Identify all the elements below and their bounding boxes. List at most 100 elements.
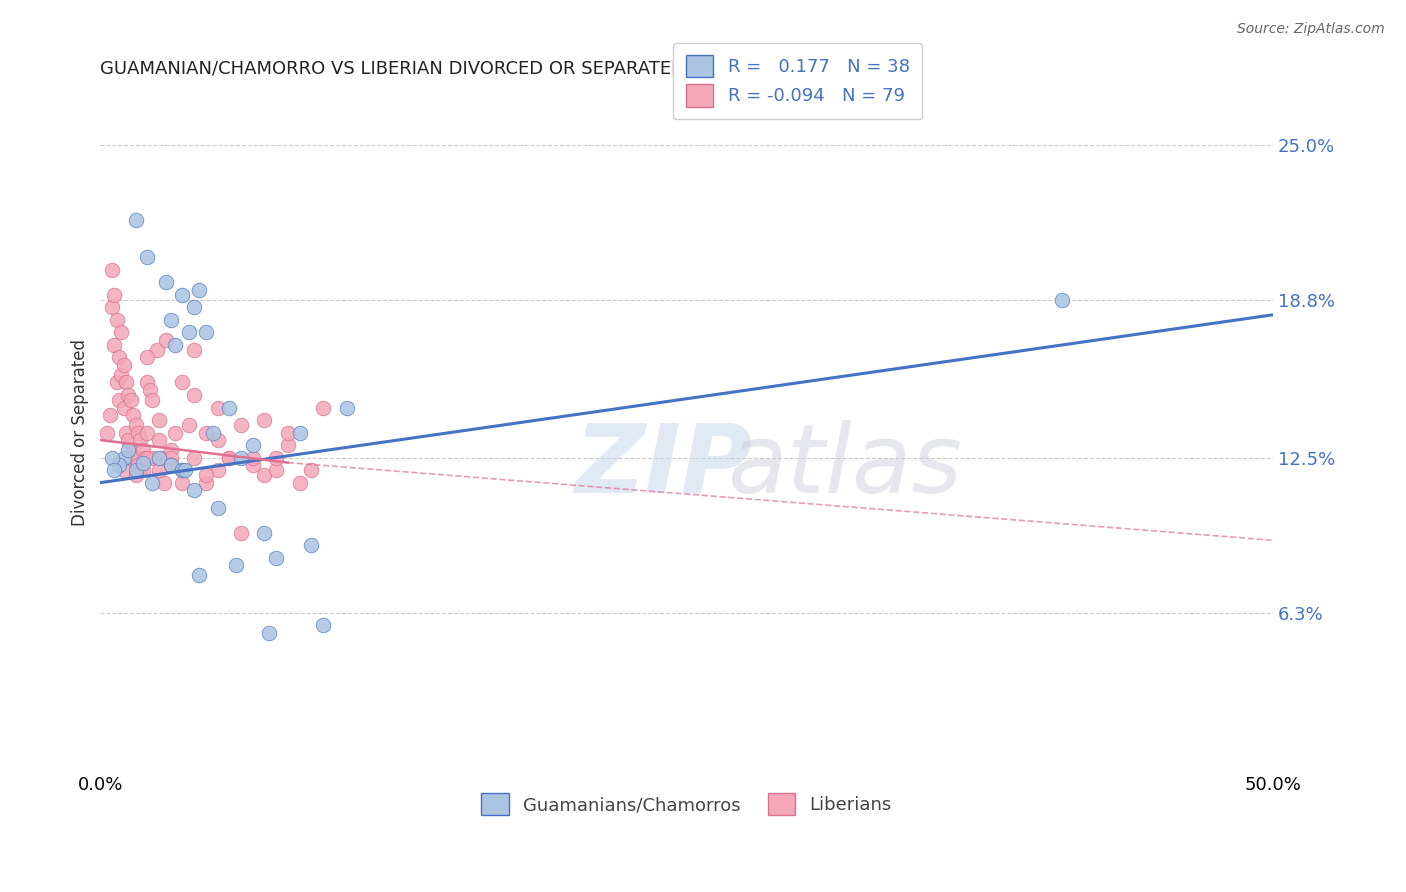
Point bbox=[201, 425, 224, 440]
Point bbox=[136, 425, 159, 440]
Point bbox=[257, 626, 280, 640]
Point bbox=[117, 388, 139, 402]
Point bbox=[172, 376, 194, 390]
Point bbox=[172, 463, 194, 477]
Point bbox=[218, 401, 240, 415]
Point bbox=[124, 463, 146, 477]
Point bbox=[112, 358, 135, 372]
Point bbox=[277, 425, 299, 440]
Point bbox=[129, 433, 152, 447]
Point bbox=[117, 443, 139, 458]
Point bbox=[179, 418, 201, 433]
Point bbox=[108, 392, 131, 407]
Point bbox=[148, 433, 170, 447]
Point bbox=[159, 458, 181, 472]
Point bbox=[131, 463, 153, 477]
Point bbox=[155, 275, 177, 289]
Point bbox=[131, 456, 153, 470]
Point bbox=[264, 550, 287, 565]
Point bbox=[299, 463, 322, 477]
Point bbox=[187, 283, 209, 297]
Point bbox=[96, 425, 118, 440]
Text: atlas: atlas bbox=[727, 420, 962, 513]
Point bbox=[264, 463, 287, 477]
Point bbox=[122, 443, 145, 458]
Point bbox=[299, 538, 322, 552]
Point bbox=[110, 368, 132, 382]
Point bbox=[105, 376, 128, 390]
Point bbox=[229, 525, 252, 540]
Point bbox=[183, 388, 205, 402]
Point bbox=[335, 401, 357, 415]
Point bbox=[159, 313, 181, 327]
Point bbox=[183, 301, 205, 315]
Point bbox=[136, 450, 159, 465]
Point bbox=[127, 458, 149, 472]
Point bbox=[207, 500, 229, 515]
Point bbox=[148, 450, 170, 465]
Point bbox=[141, 475, 163, 490]
Point bbox=[172, 463, 194, 477]
Point bbox=[159, 443, 181, 458]
Point bbox=[159, 450, 181, 465]
Point bbox=[183, 343, 205, 357]
Point bbox=[242, 450, 264, 465]
Point bbox=[218, 450, 240, 465]
Point bbox=[124, 450, 146, 465]
Point bbox=[179, 326, 201, 340]
Point bbox=[108, 351, 131, 365]
Point bbox=[136, 250, 159, 264]
Point bbox=[225, 558, 247, 573]
Point bbox=[242, 458, 264, 472]
Point bbox=[253, 525, 276, 540]
Point bbox=[229, 418, 252, 433]
Point bbox=[172, 475, 194, 490]
Point bbox=[312, 401, 335, 415]
Point bbox=[187, 568, 209, 582]
Point bbox=[288, 475, 311, 490]
Y-axis label: Divorced or Separated: Divorced or Separated bbox=[72, 339, 89, 526]
Point bbox=[122, 408, 145, 422]
Point bbox=[194, 468, 217, 483]
Point bbox=[148, 463, 170, 477]
Point bbox=[103, 463, 125, 477]
Point bbox=[129, 463, 152, 477]
Point bbox=[112, 401, 135, 415]
Point bbox=[165, 338, 187, 352]
Point bbox=[136, 376, 159, 390]
Point bbox=[207, 463, 229, 477]
Point bbox=[124, 418, 146, 433]
Point bbox=[253, 468, 276, 483]
Point bbox=[117, 433, 139, 447]
Point bbox=[134, 450, 156, 465]
Point bbox=[124, 212, 146, 227]
Point bbox=[101, 450, 124, 465]
Point bbox=[103, 288, 125, 302]
Point bbox=[152, 475, 174, 490]
Point bbox=[110, 326, 132, 340]
Point bbox=[115, 425, 138, 440]
Point bbox=[312, 618, 335, 632]
Point bbox=[101, 262, 124, 277]
Point bbox=[173, 463, 195, 477]
Point bbox=[183, 483, 205, 498]
Point bbox=[165, 425, 187, 440]
Point bbox=[194, 425, 217, 440]
Point bbox=[131, 443, 153, 458]
Text: ZIP: ZIP bbox=[574, 420, 752, 513]
Text: GUAMANIAN/CHAMORRO VS LIBERIAN DIVORCED OR SEPARATED CORRELATION CHART: GUAMANIAN/CHAMORRO VS LIBERIAN DIVORCED … bbox=[100, 60, 886, 78]
Point bbox=[120, 392, 142, 407]
Point bbox=[143, 450, 166, 465]
Point bbox=[112, 463, 135, 477]
Point bbox=[242, 438, 264, 452]
Point bbox=[229, 450, 252, 465]
Point bbox=[207, 433, 229, 447]
Point bbox=[103, 338, 125, 352]
Point bbox=[124, 468, 146, 483]
Point bbox=[207, 401, 229, 415]
Point bbox=[183, 450, 205, 465]
Point bbox=[194, 326, 217, 340]
Point bbox=[277, 438, 299, 452]
Point bbox=[172, 288, 194, 302]
Point bbox=[108, 458, 131, 472]
